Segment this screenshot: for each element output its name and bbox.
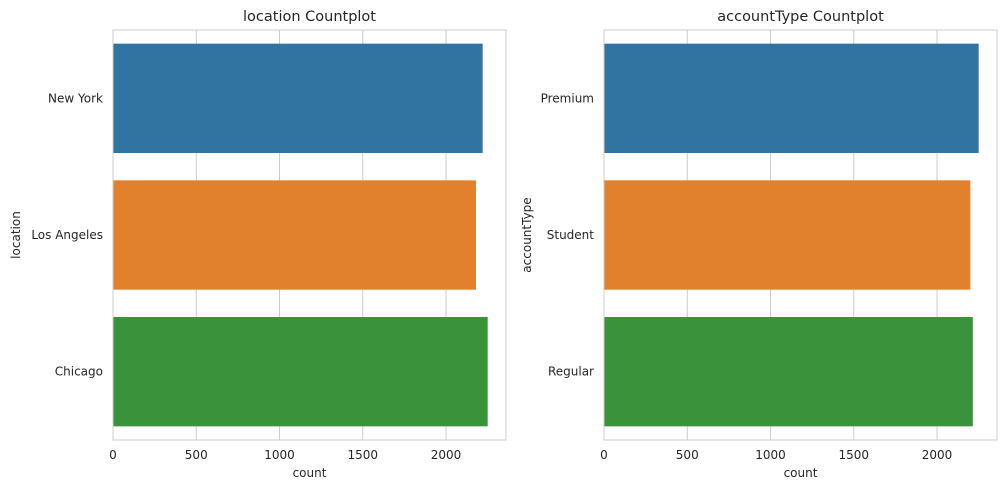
y-tick-label: Premium: [541, 91, 594, 105]
bar: [604, 180, 971, 290]
y-tick-label: Los Angeles: [31, 228, 103, 242]
x-tick-label: 1500: [348, 448, 379, 462]
x-axis-label: count: [293, 466, 327, 480]
y-tick-label: Chicago: [55, 365, 103, 379]
x-tick-label: 2000: [431, 448, 462, 462]
bar: [113, 317, 488, 427]
y-tick-label: Student: [547, 228, 595, 242]
bar: [604, 43, 979, 153]
y-tick-labels: Premium Student Regular: [541, 91, 595, 378]
bars: [604, 43, 979, 427]
x-tick-label: 1000: [755, 448, 786, 462]
x-tick-labels: 0 500 1000 1500 2000: [109, 448, 461, 462]
accounttype-countplot: 0 500 1000 1500 2000 Premium Student Regular a…: [520, 9, 998, 480]
x-tick-label: 0: [109, 448, 117, 462]
chart-title: accountType Countplot: [717, 9, 884, 25]
x-tick-label: 0: [600, 448, 608, 462]
x-tick-label: 500: [185, 448, 208, 462]
bar: [604, 317, 973, 427]
x-tick-labels: 0 500 1000 1500 2000: [600, 448, 952, 462]
x-tick-label: 1000: [264, 448, 295, 462]
bar: [113, 180, 477, 290]
bars: [113, 43, 488, 427]
plot-frame: [603, 29, 998, 441]
y-tick-labels: New York Los Angeles Chicago: [31, 91, 103, 378]
y-tick-label: Regular: [548, 365, 594, 379]
plot-frame: [112, 29, 507, 441]
x-tick-label: 1500: [839, 448, 870, 462]
x-tick-label: 500: [676, 448, 699, 462]
chart-title: location Countplot: [243, 9, 376, 25]
bar: [113, 43, 483, 153]
x-tick-label: 2000: [922, 448, 953, 462]
y-axis-label: location: [9, 211, 23, 259]
location-countplot: 0 500 1000 1500 2000 New York Los Angeles Chic…: [9, 9, 507, 480]
x-axis-label: count: [784, 466, 818, 480]
y-tick-label: New York: [48, 91, 103, 105]
y-axis-label: accountType: [520, 197, 534, 272]
